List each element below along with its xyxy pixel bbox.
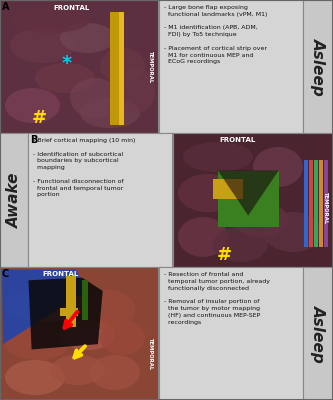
Bar: [159, 267, 303, 400]
Bar: [314, 160, 318, 247]
Bar: [303, 0, 333, 133]
Ellipse shape: [5, 287, 85, 322]
Bar: [319, 160, 323, 247]
Bar: [28, 133, 172, 267]
Bar: [82, 280, 88, 320]
Ellipse shape: [100, 320, 145, 355]
Text: B: B: [30, 135, 37, 145]
Ellipse shape: [10, 28, 75, 63]
Ellipse shape: [253, 147, 303, 187]
Ellipse shape: [35, 63, 95, 93]
Text: Awake: Awake: [7, 172, 22, 228]
Ellipse shape: [60, 320, 115, 350]
Text: - Resection of frontal and
  temporal tumor portion, already
  functionally disc: - Resection of frontal and temporal tumo…: [164, 272, 270, 325]
Bar: [28, 133, 172, 267]
Ellipse shape: [5, 88, 60, 123]
Text: C: C: [2, 269, 9, 279]
Ellipse shape: [228, 177, 278, 217]
Text: TEMPORAL: TEMPORAL: [149, 337, 154, 370]
Bar: [324, 160, 328, 247]
Text: Asleep: Asleep: [310, 305, 325, 362]
Bar: [0, 267, 158, 400]
Bar: [304, 160, 308, 247]
Ellipse shape: [50, 355, 105, 385]
Ellipse shape: [213, 227, 268, 262]
Text: FRONTAL: FRONTAL: [219, 137, 255, 143]
Bar: [159, 0, 303, 133]
Bar: [303, 267, 333, 400]
Ellipse shape: [120, 68, 155, 113]
Bar: [213, 179, 243, 199]
Bar: [173, 133, 333, 267]
Bar: [309, 160, 313, 247]
Text: TEMPORAL: TEMPORAL: [149, 50, 154, 83]
Ellipse shape: [70, 78, 120, 118]
Bar: [0, 133, 28, 267]
Ellipse shape: [10, 8, 90, 33]
Text: A: A: [2, 2, 10, 12]
Text: FRONTAL: FRONTAL: [53, 5, 89, 11]
Ellipse shape: [80, 98, 140, 128]
Bar: [159, 0, 303, 133]
Bar: [119, 12, 124, 125]
Bar: [60, 308, 78, 316]
Bar: [0, 0, 158, 133]
Ellipse shape: [263, 212, 323, 252]
Ellipse shape: [178, 174, 238, 212]
Bar: [0, 133, 28, 267]
Text: FRONTAL: FRONTAL: [42, 271, 78, 277]
Text: - Brief cortical mapping (10 min)

- Identification of subcortical
  boundaries : - Brief cortical mapping (10 min) - Iden…: [33, 138, 136, 197]
Ellipse shape: [100, 48, 145, 83]
Text: #: #: [32, 109, 47, 127]
Bar: [303, 267, 333, 400]
Ellipse shape: [183, 142, 253, 172]
Polygon shape: [218, 170, 279, 216]
Text: - Large bone flap exposing
  functional landmarks (vPM, M1)

- M1 identification: - Large bone flap exposing functional la…: [164, 5, 267, 64]
Ellipse shape: [5, 360, 65, 395]
Bar: [303, 0, 333, 133]
Text: TEMPORAL: TEMPORAL: [323, 190, 328, 223]
Text: Asleep: Asleep: [310, 38, 325, 95]
Bar: [159, 267, 303, 400]
Ellipse shape: [60, 23, 115, 53]
Ellipse shape: [5, 325, 70, 360]
Bar: [218, 170, 279, 227]
Bar: [0, 0, 158, 133]
Ellipse shape: [90, 355, 140, 390]
Text: *: *: [61, 54, 71, 73]
Bar: [110, 12, 122, 125]
Ellipse shape: [233, 202, 288, 237]
Bar: [173, 133, 333, 267]
Bar: [0, 267, 158, 400]
Text: #: #: [217, 246, 232, 264]
Polygon shape: [28, 278, 103, 350]
Bar: [66, 276, 76, 327]
Ellipse shape: [80, 290, 135, 330]
Polygon shape: [2, 270, 87, 344]
Ellipse shape: [178, 217, 228, 257]
